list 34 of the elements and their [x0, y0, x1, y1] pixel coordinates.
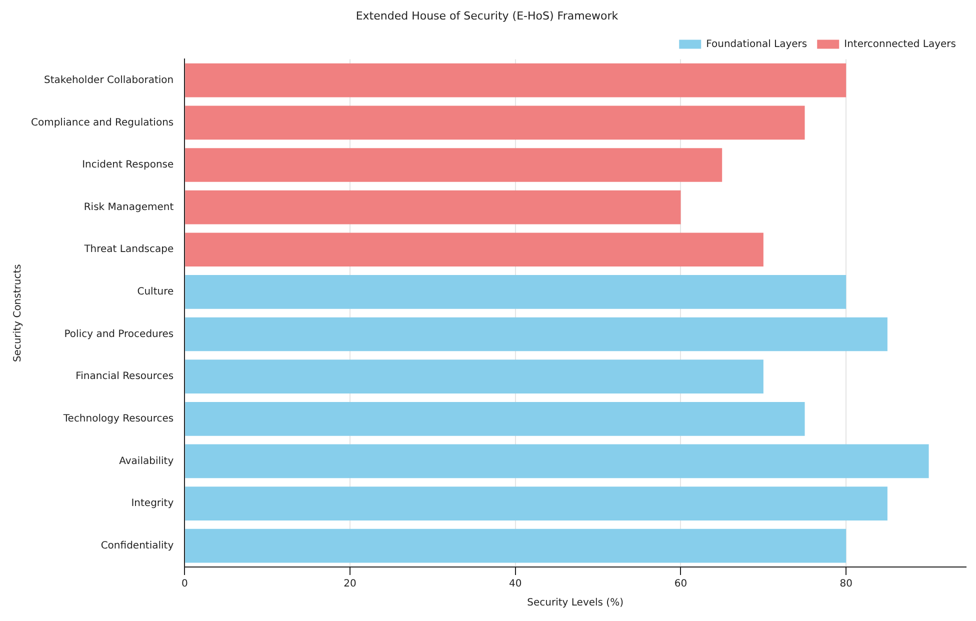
bar	[185, 148, 722, 182]
chart-title: Extended House of Security (E-HoS) Framework	[356, 9, 619, 22]
y-tick-label: Availability	[119, 456, 174, 467]
x-tick-label: 80	[840, 578, 852, 590]
y-axis-title: Security Constructs	[12, 264, 24, 362]
y-tick-label: Integrity	[131, 498, 174, 510]
y-tick-label: Stakeholder Collaboration	[44, 74, 174, 86]
bar	[185, 106, 805, 140]
y-tick-label: Technology Resources	[62, 413, 174, 424]
y-tick-label: Incident Response	[82, 160, 174, 171]
x-axis-title: Security Levels (%)	[527, 598, 624, 609]
bar	[185, 402, 805, 436]
x-tick-label: 60	[674, 578, 688, 590]
y-tick-label: Risk Management	[84, 202, 174, 213]
y-tick-label: Threat Landscape	[83, 244, 174, 256]
bar	[185, 528, 846, 563]
legend-label: Foundational Layers	[706, 38, 808, 50]
x-tick-label: 40	[509, 578, 522, 590]
legend-label: Interconnected Layers	[844, 38, 956, 50]
y-tick-label: Culture	[137, 286, 174, 298]
y-tick-label: Policy and Procedures	[64, 328, 174, 340]
bar	[185, 190, 681, 224]
x-tick-label: 0	[181, 578, 188, 590]
x-tick-label: 20	[344, 578, 356, 590]
bar	[185, 444, 929, 478]
bar	[185, 63, 846, 98]
bar	[185, 486, 888, 520]
bar	[185, 360, 764, 394]
y-tick-label: Confidentiality	[100, 540, 174, 552]
y-tick-label: Financial Resources	[76, 371, 174, 382]
bar	[185, 275, 846, 309]
bar	[185, 317, 888, 352]
y-tick-label: Compliance and Regulations	[30, 117, 174, 128]
bar	[185, 232, 764, 267]
